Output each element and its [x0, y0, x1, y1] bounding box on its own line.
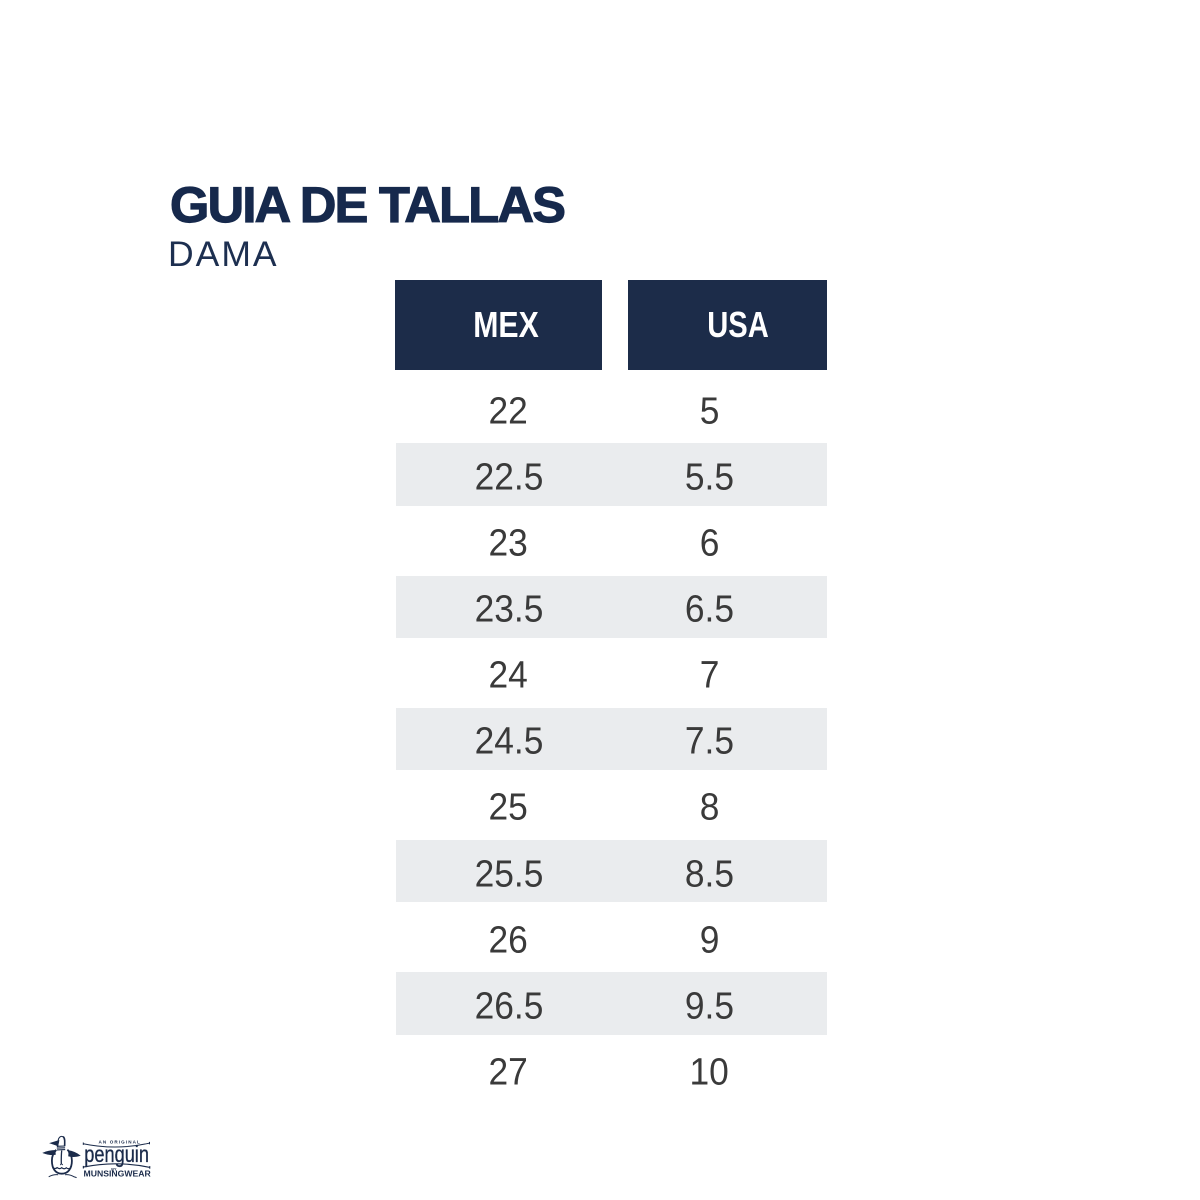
- svg-text:MUNSINGWEAR: MUNSINGWEAR: [84, 1170, 152, 1179]
- svg-text:BY: BY: [111, 1168, 117, 1172]
- svg-text:AN ORIGINAL: AN ORIGINAL: [99, 1139, 141, 1144]
